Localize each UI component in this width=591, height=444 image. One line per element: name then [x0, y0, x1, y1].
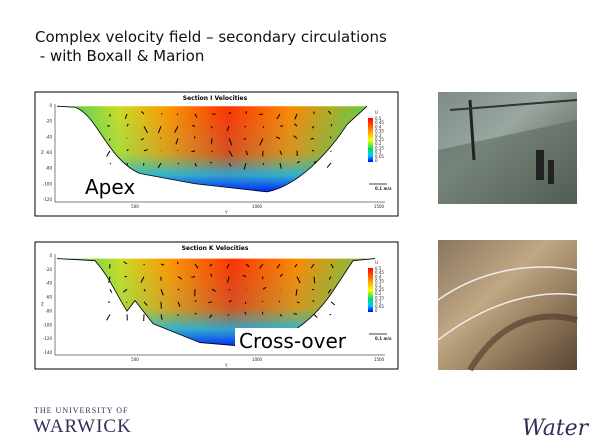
x-axis-label: Y	[224, 363, 228, 368]
y-tick-label: -120	[43, 336, 53, 341]
velocity-arrow	[312, 289, 314, 290]
slide: Complex velocity field – secondary circu…	[0, 0, 591, 444]
logo-line-2: WARWICK	[33, 416, 132, 437]
velocity-arrow	[178, 163, 179, 164]
velocity-arrow	[191, 277, 195, 278]
velocity-arrow	[229, 289, 230, 290]
panel-heading: Section K Velocities	[182, 245, 249, 252]
section-label: Apex	[85, 175, 135, 199]
velocity-arrow	[108, 302, 110, 303]
velocity-arrow	[107, 126, 110, 127]
colorbar	[368, 118, 373, 162]
scale-label: 0.1 m/s	[375, 186, 392, 191]
y-tick-label: -100	[43, 181, 53, 186]
velocity-arrow	[263, 163, 264, 165]
velocity-arrow	[177, 114, 178, 115]
x-tick-label: 500	[131, 204, 139, 209]
photo-bed	[438, 240, 577, 370]
velocity-panel: Section I Velocities0-20-40-60-80-100-12…	[35, 92, 398, 216]
y-tick-label: -40	[45, 134, 52, 139]
x-tick-label: 1000	[252, 204, 263, 209]
velocity-arrow	[210, 162, 212, 163]
y-tick-label: -80	[45, 308, 52, 313]
velocity-arrow	[245, 126, 246, 127]
y-tick-label: -40	[45, 281, 52, 286]
section-label: Cross-over	[239, 329, 347, 353]
velocity-arrow	[314, 277, 315, 284]
y-tick-label: -60	[45, 295, 52, 300]
velocity-arrow	[263, 126, 264, 127]
velocity-arrow	[143, 163, 144, 166]
velocity-arrow	[262, 301, 263, 302]
x-tick-label: 1500	[374, 357, 385, 362]
y-axis-label: Z	[41, 150, 44, 155]
scale-label: 0.1 m/s	[375, 336, 392, 341]
photo-flume	[438, 92, 577, 204]
velocity-arrow	[259, 114, 263, 115]
velocity-arrow	[311, 138, 314, 139]
x-tick-label: 1500	[374, 204, 385, 209]
y-tick-label: -20	[45, 119, 52, 124]
velocity-arrow	[110, 163, 111, 164]
x-tick-label: 1000	[252, 357, 263, 362]
logo-line-1: THE UNIVERSITY OF	[34, 406, 128, 415]
y-tick-label: -100	[43, 322, 53, 327]
colorbar	[368, 268, 373, 312]
y-axis-label: Z	[41, 302, 44, 307]
x-axis-label: Y	[224, 210, 228, 215]
y-tick-label: -80	[45, 166, 52, 171]
y-tick-label: -20	[45, 267, 52, 272]
y-tick-label: -120	[43, 197, 53, 202]
colorbar-title: U	[375, 260, 378, 265]
footer-word: Water	[522, 416, 590, 441]
velocity-panel: Section K Velocities0-20-40-60-80-100-12…	[35, 242, 398, 369]
velocity-arrow	[279, 301, 280, 302]
y-tick-label: -140	[43, 350, 53, 355]
title-line-2: - with Boxall & Marion	[35, 47, 204, 65]
panel-heading: Section I Velocities	[183, 95, 248, 102]
y-tick-label: -60	[45, 150, 52, 155]
colorbar-title: U	[375, 110, 378, 115]
x-tick-label: 500	[131, 357, 139, 362]
title-line-1: Complex velocity field – secondary circu…	[35, 28, 387, 46]
logo: THE UNIVERSITY OF WARWICK	[33, 406, 132, 437]
